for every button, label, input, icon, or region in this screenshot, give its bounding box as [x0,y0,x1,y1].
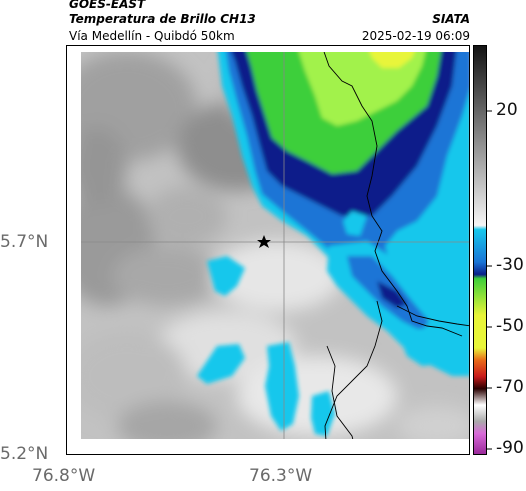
boundary-lines [323,52,469,439]
timestamp-label: 2025-02-19 06:09 [361,29,470,43]
colorbar-tick-20: 20 [496,100,518,120]
product-title: Temperatura de Brillo CH13 [69,12,256,26]
colorbar-gradient [474,46,486,454]
longitude-label-76-8: 76.8°W [32,466,96,486]
longitude-label-76-3: 76.3°W [249,466,313,486]
agency-title: GOES-EAST [69,0,146,11]
colorbar-ticks [487,110,492,450]
colorbar-tick-minus-50: -50 [496,316,524,336]
map-canvas [81,52,469,439]
colorbar-tick-minus-70: -70 [496,377,524,397]
latitude-label-5-7: 5.7°N [0,232,49,252]
temperature-colorbar [473,45,487,455]
brand-label: SIATA [432,12,470,26]
latitude-label-5-2: 5.2°N [0,444,49,464]
star-icon [257,235,271,248]
colorbar-tick-minus-90: -90 [496,438,524,458]
satellite-map[interactable] [66,45,470,455]
cloud-cold-tops [197,52,469,436]
colorbar-tick-minus-30: -30 [496,255,524,275]
region-subtitle: Vía Medellín - Quibdó 50km [69,29,235,43]
